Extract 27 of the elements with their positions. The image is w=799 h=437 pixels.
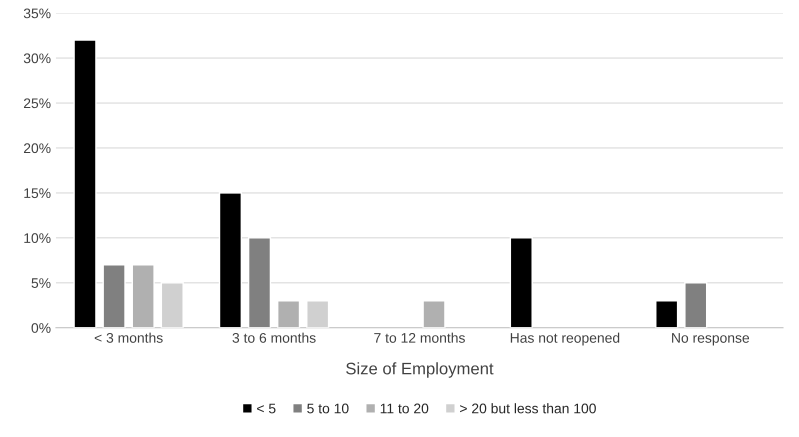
bar <box>102 264 126 328</box>
legend-label: > 20 but less than 100 <box>460 403 596 414</box>
legend-label: 5 to 10 <box>307 404 349 414</box>
x-tick-label: Has not reopened <box>510 332 620 346</box>
y-tick-label: 20% <box>24 143 51 154</box>
y-tick-label: 25% <box>24 98 51 108</box>
y-tick-label: 10% <box>24 233 51 244</box>
legend-label: 11 to 20 <box>380 404 428 414</box>
bar <box>132 264 155 328</box>
x-tick-label: < 3 months <box>94 332 163 343</box>
bar <box>73 39 97 328</box>
legend-label: < 5 <box>257 404 276 414</box>
y-tick-label: 0% <box>32 323 51 333</box>
bar <box>276 300 300 328</box>
x-axis-title: Size of Employment <box>346 362 494 378</box>
bar <box>248 237 272 328</box>
x-tick-label: 3 to 6 months <box>232 332 316 343</box>
bar <box>422 300 446 328</box>
bar <box>306 300 330 328</box>
y-tick-label: 35% <box>24 8 51 18</box>
x-tick-label: 7 to 12 months <box>374 332 465 343</box>
y-tick-label: 30% <box>24 53 51 64</box>
y-tick-label: 5% <box>32 278 51 288</box>
x-tick-label: No response <box>672 333 750 346</box>
bar <box>218 192 242 328</box>
y-tick-label: 15% <box>24 188 51 198</box>
bar <box>510 237 533 328</box>
